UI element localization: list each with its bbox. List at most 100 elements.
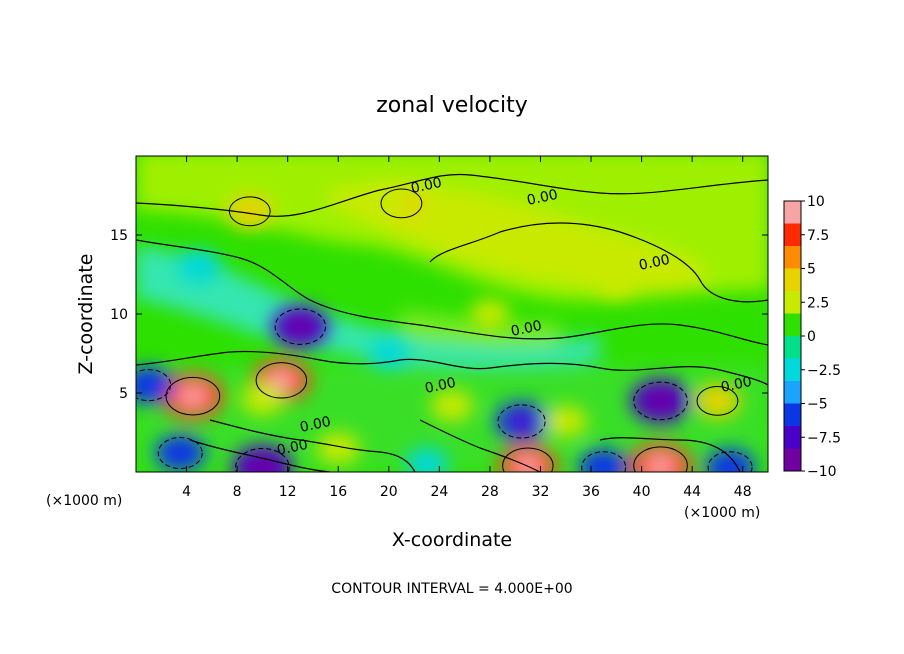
- velocity-core-8: [645, 454, 676, 472]
- y-axis-ticks: 5 10 15: [110, 228, 768, 402]
- contour-label: 0.00: [510, 318, 544, 340]
- colorbar-segment: [784, 358, 801, 382]
- velocity-feature-17: [705, 448, 756, 472]
- velocity-feature-20: [470, 299, 510, 329]
- colorbar: 10 7.5 5 2.5 0 −2.5 −5 −7.5 −10: [783, 194, 841, 480]
- contour-label: 0.00: [299, 414, 333, 436]
- velocity-core-1: [267, 369, 296, 391]
- contour-ring-1: [255, 362, 308, 399]
- velocity-feature-22: [367, 184, 411, 217]
- velocity-core-10: [513, 455, 543, 472]
- y-axis-label: Z-coordinate: [75, 254, 97, 375]
- velocity-feature-16: [578, 448, 629, 472]
- contour-ring-11: [380, 188, 423, 219]
- colorbar-segment: [784, 403, 801, 427]
- contour-label: 0.00: [424, 375, 458, 397]
- velocity-feature-2: [241, 383, 284, 416]
- colorbar-tick-label: 0: [807, 329, 816, 345]
- velocity-core-9: [508, 411, 535, 432]
- contour-label: 0.00: [720, 374, 754, 396]
- contour-ring-9: [497, 404, 546, 439]
- x-axis-unit-right: (×1000 m): [684, 505, 760, 521]
- contour-ring-7: [633, 381, 688, 421]
- velocity-feature-5: [155, 434, 206, 472]
- x-axis-ticks: 4 8 12 16 20 24 28 32 36 40 44 48: [182, 156, 752, 500]
- zero-contour-7: [599, 437, 741, 472]
- zero-contour-2: [136, 239, 768, 346]
- contour-ring-0: [165, 376, 221, 416]
- colorbar-tick-label: 10: [807, 194, 825, 210]
- x-tick-label: 4: [182, 484, 191, 500]
- colorbar-segment: [784, 246, 801, 269]
- velocity-core-0: [177, 384, 209, 408]
- contour-ring-16: [581, 451, 627, 472]
- colorbar-segment: [784, 201, 801, 224]
- y-tick-label: 15: [110, 228, 128, 244]
- velocity-core-7: [645, 389, 676, 413]
- velocity-core-6: [247, 456, 278, 472]
- contour-lines: [136, 173, 768, 472]
- contour-ring-6: [235, 447, 290, 472]
- y-tick-label: 10: [110, 307, 128, 323]
- x-tick-label: 32: [532, 484, 550, 500]
- colorbar-segment: [784, 381, 801, 404]
- upper-core-band: [330, 185, 707, 290]
- zero-contour-3: [136, 350, 768, 386]
- contour-ring-5: [157, 437, 203, 470]
- x-tick-label: 16: [329, 484, 347, 500]
- zero-contour-1: [429, 222, 768, 303]
- contour-ring-10: [502, 447, 554, 472]
- velocity-feature-13: [694, 383, 741, 419]
- colorbar-segment: [784, 223, 801, 247]
- chart-title: zonal velocity: [376, 93, 528, 118]
- velocity-feature-23: [316, 432, 360, 465]
- zero-contour-6: [419, 419, 541, 472]
- x-tick-label: 28: [481, 484, 499, 500]
- contour-ring-17: [707, 451, 753, 472]
- x-tick-label: 44: [683, 484, 701, 500]
- colorbar-tick-label: 7.5: [807, 228, 829, 244]
- velocity-feature-12: [226, 194, 273, 229]
- colorbar-tick-label: 2.5: [807, 295, 829, 311]
- colorbar-segment: [784, 291, 801, 314]
- contour-interval-note: CONTOUR INTERVAL = 4.000E+00: [331, 581, 572, 597]
- velocity-feature-15: [544, 405, 588, 438]
- velocity-feature-24: [405, 448, 449, 472]
- colorbar-segment: [784, 313, 801, 337]
- zero-contour-4: [209, 419, 416, 472]
- colorbar-tick-label: −5: [807, 397, 828, 413]
- contour-ring-12: [228, 196, 271, 227]
- velocity-feature-19: [177, 250, 221, 283]
- plot-area: 0.000.000.000.000.000.000.000.00: [136, 156, 768, 472]
- colorbar-segment: [784, 336, 801, 359]
- x-tick-label: 48: [734, 484, 752, 500]
- colorbar-tick-label: −7.5: [807, 430, 841, 446]
- zero-contour-0: [136, 173, 768, 217]
- contour-ring-3: [274, 308, 327, 345]
- x-tick-label: 8: [233, 484, 242, 500]
- colorbar-tick-label: 5: [807, 262, 816, 278]
- x-axis-unit-left: (×1000 m): [46, 493, 122, 509]
- velocity-feature-14: [430, 389, 474, 422]
- velocity-feature-4: [136, 366, 174, 404]
- contour-ring-13: [696, 386, 739, 416]
- colorbar-tick-label: −10: [807, 464, 837, 480]
- contour-ring-4: [136, 369, 172, 402]
- x-tick-label: 12: [279, 484, 297, 500]
- contour-label: 0.00: [638, 252, 672, 274]
- contour-label: 0.00: [526, 187, 560, 209]
- x-axis-label: X-coordinate: [392, 529, 512, 551]
- x-tick-label: 24: [430, 484, 448, 500]
- zero-contour-5: [189, 439, 331, 472]
- colorbar-tick-label: −2.5: [807, 363, 841, 379]
- contour-labels: 0.000.000.000.000.000.000.000.00: [276, 175, 754, 459]
- colorbar-segment: [784, 268, 801, 292]
- y-tick-label: 5: [119, 386, 128, 402]
- contour-label: 0.00: [276, 437, 310, 459]
- x-tick-label: 36: [582, 484, 600, 500]
- velocity-core-3: [286, 316, 315, 338]
- x-tick-label: 20: [380, 484, 398, 500]
- colorbar-segment: [784, 426, 801, 449]
- x-tick-label: 40: [633, 484, 651, 500]
